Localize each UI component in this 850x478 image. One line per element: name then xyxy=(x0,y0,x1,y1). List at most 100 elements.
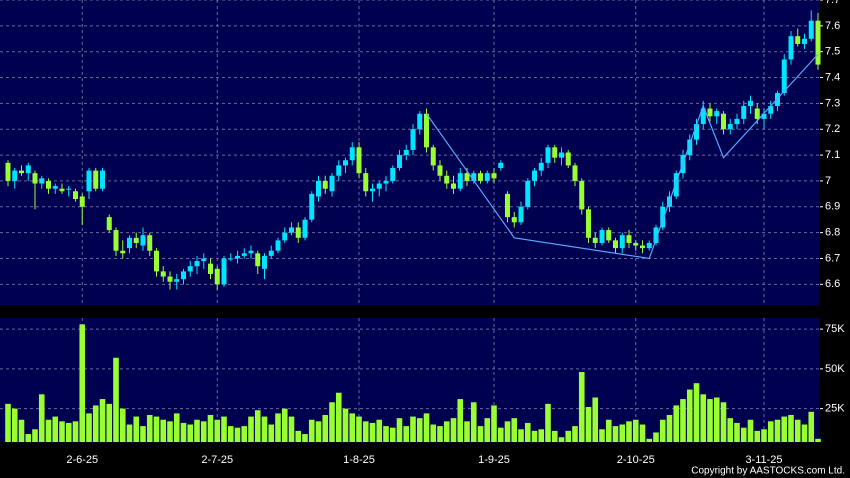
volume-bar xyxy=(295,430,302,442)
volume-bar xyxy=(497,427,504,442)
candle-body xyxy=(545,147,551,163)
candle-body xyxy=(127,237,132,249)
volume-bar xyxy=(504,421,511,442)
y-tick-label: 7.5 xyxy=(825,46,840,58)
volume-bar xyxy=(281,408,288,442)
candle-body xyxy=(511,217,517,223)
candle-body xyxy=(343,160,348,166)
candle-body xyxy=(73,191,78,200)
candle-body xyxy=(721,113,726,130)
volume-bar xyxy=(491,405,497,442)
candle-body xyxy=(174,279,180,282)
candle-body xyxy=(437,165,443,176)
candle-body xyxy=(46,180,51,189)
candle-body xyxy=(795,36,801,44)
volume-bar xyxy=(5,403,11,442)
volume-bar xyxy=(484,418,491,442)
candle-body xyxy=(633,242,639,246)
candle-body xyxy=(518,206,524,223)
volume-bar xyxy=(335,392,342,442)
volume-bar xyxy=(302,434,308,442)
volume-bar xyxy=(740,427,747,442)
candle-body xyxy=(592,237,598,243)
candle-body xyxy=(282,232,288,241)
candle-body xyxy=(167,276,173,282)
volume-bar xyxy=(761,429,767,442)
volume-bar xyxy=(153,416,160,442)
candle-body xyxy=(262,255,267,269)
volume-bar xyxy=(268,424,275,442)
volume-bar xyxy=(477,426,484,442)
candle-body xyxy=(660,206,666,228)
volume-bar xyxy=(673,405,680,442)
y-tick-label: 7.1 xyxy=(825,149,840,161)
candle-body xyxy=(559,152,564,158)
candle-body xyxy=(208,263,213,274)
y-tick-label: 7 xyxy=(825,175,831,187)
volume-bar xyxy=(639,424,646,442)
volume-bar xyxy=(693,383,700,442)
candle-body xyxy=(100,170,105,189)
volume-bar xyxy=(119,408,126,442)
candle-body xyxy=(464,173,470,181)
volume-bar xyxy=(713,397,720,442)
candle-body xyxy=(700,108,706,125)
candle-body xyxy=(397,155,402,169)
candle-body xyxy=(214,268,220,285)
volume-bar xyxy=(659,419,666,442)
candle-body xyxy=(444,175,450,184)
candle-body xyxy=(160,271,166,277)
y-tick-label: 7.7 xyxy=(825,0,840,6)
candle-body xyxy=(248,250,254,254)
volume-bar xyxy=(592,397,599,442)
candle-body xyxy=(491,173,497,179)
volume-bar xyxy=(524,422,531,442)
volume-bar xyxy=(38,394,45,442)
volume-bar xyxy=(221,416,227,442)
candle-body xyxy=(430,147,436,166)
candle-body xyxy=(376,183,382,189)
candle-body xyxy=(322,180,328,189)
volume-bar xyxy=(79,324,86,442)
candle-body xyxy=(275,240,281,251)
candle-body xyxy=(626,235,632,243)
volume-bar xyxy=(666,414,673,442)
candle-body xyxy=(93,170,99,189)
volume-bar xyxy=(383,426,389,442)
volume-bar xyxy=(288,416,295,442)
y-tick-label: 7.4 xyxy=(825,71,840,83)
candle-body xyxy=(484,173,490,181)
volume-bar xyxy=(173,413,180,442)
candle-body xyxy=(66,188,72,190)
candle-body xyxy=(154,250,159,272)
volume-bar xyxy=(545,403,551,442)
volume-bar xyxy=(362,421,369,442)
volume-bar xyxy=(578,372,585,442)
volume-bar xyxy=(396,418,403,442)
candle-body xyxy=(788,36,794,60)
volume-bar xyxy=(167,421,173,442)
candle-body xyxy=(451,183,456,189)
volume-bar xyxy=(437,426,443,442)
volume-bar xyxy=(275,413,281,442)
volume-bar xyxy=(815,438,821,442)
candle-body xyxy=(140,235,146,246)
volume-bar xyxy=(774,419,781,442)
candle-body xyxy=(194,261,200,267)
volume-bar xyxy=(214,419,221,442)
candle-body xyxy=(363,173,369,192)
candle-body xyxy=(802,38,807,44)
volume-bar xyxy=(788,414,794,442)
volume-bar xyxy=(511,418,518,442)
volume-bar xyxy=(531,430,538,442)
y-tick-label: 25K xyxy=(825,403,845,415)
candle-body xyxy=(768,105,774,114)
candle-body xyxy=(646,242,652,249)
candle-body xyxy=(653,227,659,243)
candle-body xyxy=(289,227,294,233)
volume-bar xyxy=(551,430,558,442)
volume-bar xyxy=(619,424,626,442)
volume-bar xyxy=(349,413,356,442)
candle-body xyxy=(640,245,645,249)
